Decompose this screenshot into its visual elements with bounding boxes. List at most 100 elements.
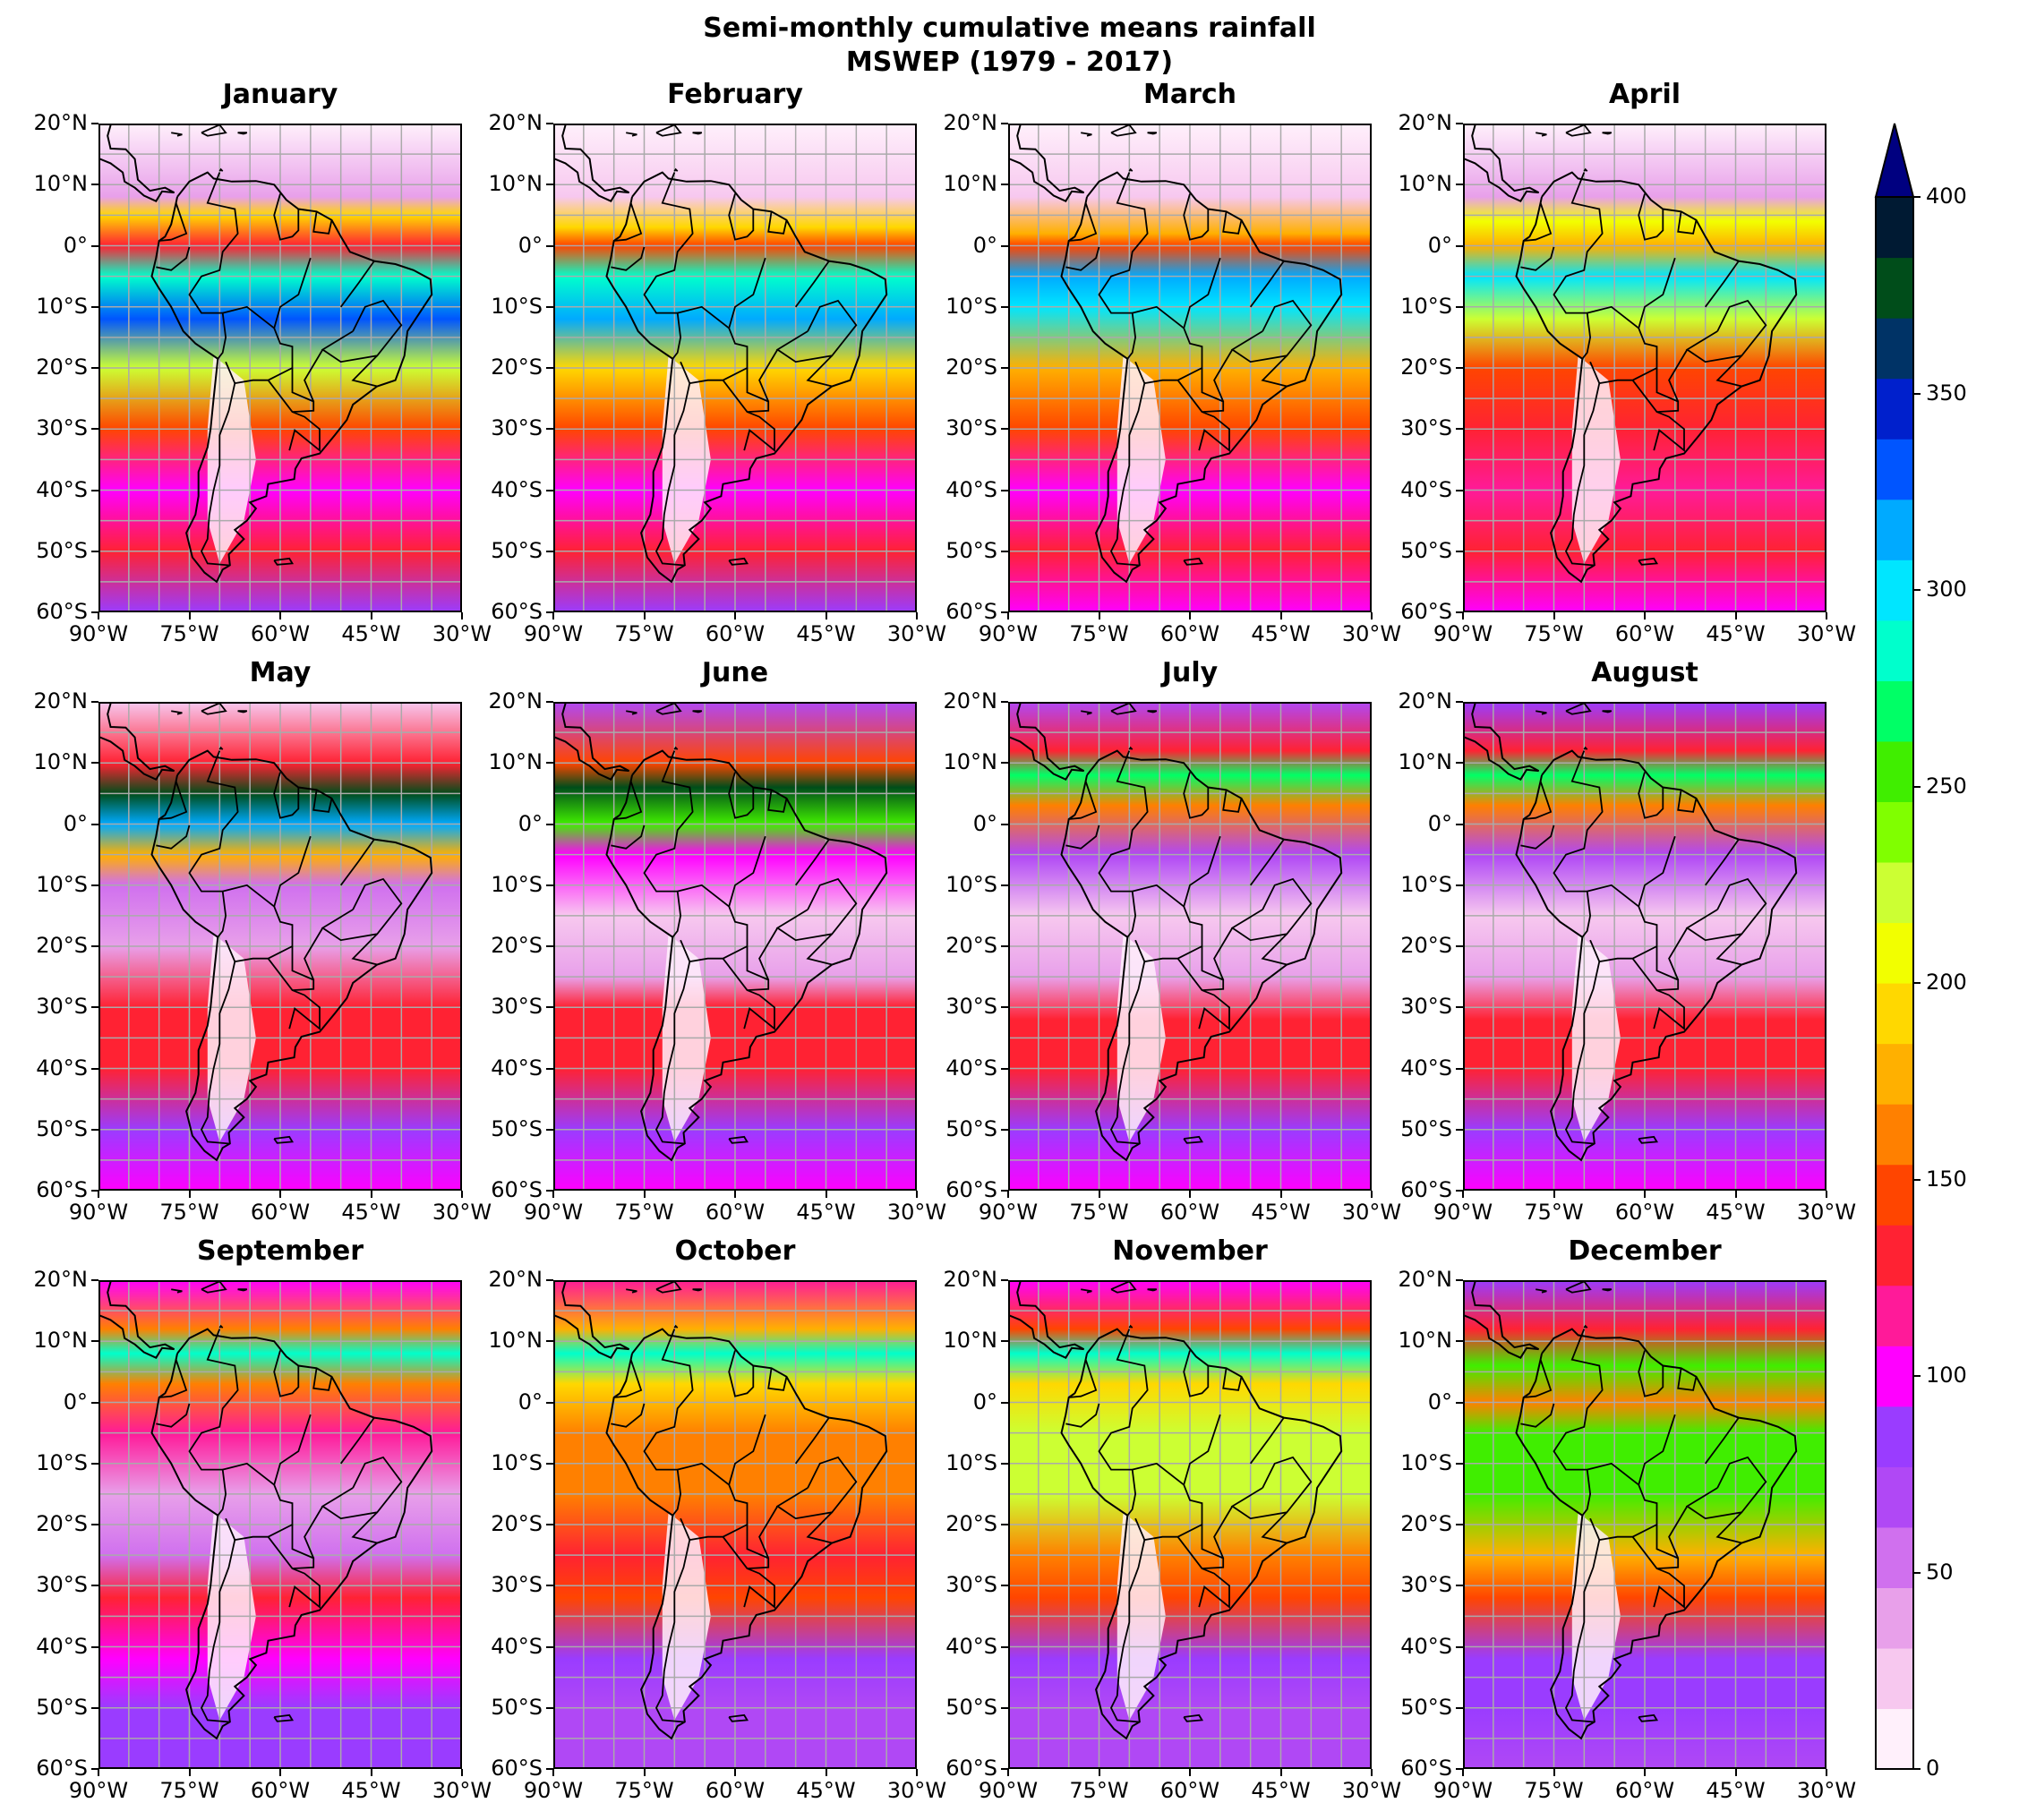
lon-tick-label: 45°W: [1706, 1200, 1766, 1225]
panel-title: August: [1591, 657, 1698, 688]
country-border: [1565, 1282, 1592, 1294]
country-border: [201, 1282, 227, 1294]
lat-tick-mark: [546, 701, 553, 703]
lat-tick-label: 60°S: [945, 1177, 997, 1202]
precipitation-map: [1010, 704, 1370, 1189]
map-frame: [1463, 124, 1827, 612]
country-border: [1565, 125, 1592, 137]
colorbar-segment: [1876, 378, 1913, 440]
lat-tick-label: 60°S: [36, 599, 88, 624]
colorbar-segment: [1876, 1285, 1913, 1346]
colorbar-segment: [1876, 801, 1913, 863]
coastline: [150, 749, 433, 1162]
lat-tick-label: 30°S: [1400, 415, 1452, 441]
lon-tick-mark: [98, 612, 99, 619]
lon-tick-mark: [188, 1769, 191, 1776]
country-border: [351, 355, 378, 388]
lon-tick-label: 45°W: [1251, 621, 1311, 646]
coastline: [1010, 704, 1085, 781]
lon-tick-mark: [98, 1191, 99, 1198]
lon-tick-label: 30°W: [432, 1778, 492, 1803]
country-border: [728, 1135, 749, 1144]
colorbar-tick-label: 150: [1926, 1166, 1967, 1192]
lat-tick-mark: [546, 305, 553, 308]
lat-tick-mark: [1456, 1190, 1463, 1192]
lat-tick-mark: [1001, 1768, 1008, 1770]
lat-tick-mark: [546, 1524, 553, 1525]
lon-tick-label: 90°W: [68, 621, 129, 646]
map-frame: [1463, 702, 1827, 1191]
country-border: [1213, 927, 1234, 980]
lat-tick-label: 20°S: [36, 355, 88, 380]
lat-tick-mark: [1456, 1067, 1463, 1070]
colorbar-segment: [1876, 922, 1913, 984]
map-frame: [1008, 124, 1372, 612]
lat-tick-label: 10°N: [1398, 1328, 1453, 1354]
lat-tick-label: 20°N: [33, 110, 89, 135]
lat-tick-label: 50°S: [491, 1694, 543, 1720]
colorbar-segment: [1876, 983, 1913, 1045]
country-border: [722, 1525, 770, 1570]
lat-tick-mark: [546, 123, 553, 124]
lon-tick-mark: [1734, 1769, 1737, 1776]
lat-tick-mark: [1001, 184, 1008, 186]
lon-tick-label: 45°W: [1706, 1778, 1766, 1803]
map-panel: February 20°N 10°N 0° 10°S 20°S 30°S 40°S 50°S 60…: [489, 79, 947, 646]
lon-tick-mark: [1007, 1191, 1009, 1198]
lat-tick-label: 50°S: [945, 537, 997, 563]
lon-tick-label: 30°W: [1796, 1778, 1857, 1803]
colorbar-segment: [1876, 1346, 1913, 1407]
precipitation-map: [100, 704, 460, 1189]
country-border: [1564, 382, 1601, 567]
precipitation-map: [555, 125, 915, 611]
lat-tick-mark: [91, 945, 98, 947]
country-border: [806, 933, 833, 966]
lon-tick-mark: [1371, 1769, 1373, 1776]
colorbar-tick-label: 250: [1926, 773, 1967, 799]
country-border: [1536, 710, 1547, 715]
country-border: [643, 172, 694, 360]
country-border: [304, 349, 324, 402]
lon-tick-mark: [1644, 1191, 1646, 1198]
country-border: [1553, 172, 1604, 360]
lat-tick-label: 40°S: [1400, 476, 1452, 502]
lon-tick-label: 60°W: [250, 1778, 311, 1803]
map-panel: March 20°N 10°N 0° 10°S 20°S 30°S 40°S 50°S 60°S 9…: [944, 79, 1402, 646]
lat-tick-mark: [91, 184, 98, 186]
lat-tick-mark: [546, 1585, 553, 1587]
country-border: [673, 167, 679, 172]
lat-tick-label: 10°N: [33, 171, 89, 197]
country-border: [654, 961, 691, 1145]
lat-tick-mark: [1001, 1585, 1008, 1587]
lon-tick-mark: [1644, 612, 1646, 619]
map-frame: [1008, 1280, 1372, 1769]
country-border: [1183, 257, 1221, 329]
country-border: [1230, 877, 1313, 942]
country-border: [1109, 382, 1146, 567]
country-border: [1520, 1403, 1555, 1428]
lat-tick-mark: [546, 1462, 553, 1465]
country-border: [339, 839, 375, 886]
lon-tick-label: 30°W: [1341, 1778, 1402, 1803]
country-border: [273, 1135, 295, 1144]
country-border: [1128, 746, 1134, 750]
lon-tick-label: 60°W: [1159, 1200, 1220, 1225]
lon-tick-label: 90°W: [1433, 1778, 1493, 1803]
colorbar-tick-mark: [1913, 196, 1921, 198]
lat-tick-mark: [1456, 1128, 1463, 1131]
country-border: [1565, 704, 1592, 715]
lon-tick-mark: [1098, 1769, 1100, 1776]
country-border: [1587, 1462, 1658, 1542]
map-frame: [1463, 1280, 1827, 1769]
country-border: [1520, 825, 1555, 850]
lat-tick-label: 30°S: [945, 994, 997, 1020]
lat-tick-mark: [91, 428, 98, 431]
lat-tick-label: 10°N: [33, 749, 89, 775]
lon-tick-label: 45°W: [1251, 1200, 1311, 1225]
lat-tick-mark: [1456, 762, 1463, 765]
country-border: [188, 750, 239, 938]
lat-tick-mark: [546, 1279, 553, 1281]
lat-tick-label: 50°S: [945, 1694, 997, 1720]
lon-tick-mark: [1279, 1191, 1282, 1198]
lat-tick-mark: [1456, 1768, 1463, 1770]
